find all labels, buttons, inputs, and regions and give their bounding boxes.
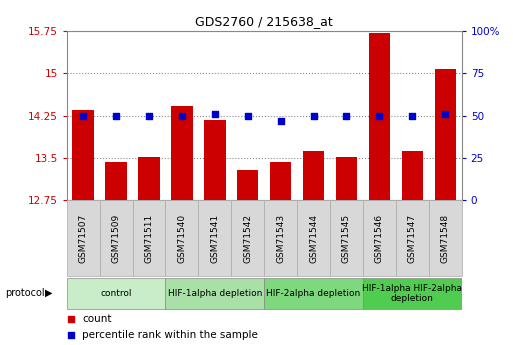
FancyBboxPatch shape <box>330 200 363 276</box>
Text: GSM71545: GSM71545 <box>342 214 351 263</box>
FancyBboxPatch shape <box>264 200 297 276</box>
Title: GDS2760 / 215638_at: GDS2760 / 215638_at <box>195 16 333 29</box>
FancyBboxPatch shape <box>363 278 462 309</box>
Text: count: count <box>83 314 112 324</box>
FancyBboxPatch shape <box>165 278 264 309</box>
Bar <box>171 106 192 200</box>
Text: GSM71511: GSM71511 <box>145 214 153 263</box>
Text: GSM71541: GSM71541 <box>210 214 220 263</box>
Point <box>244 113 252 118</box>
Text: GSM71543: GSM71543 <box>276 214 285 263</box>
FancyBboxPatch shape <box>165 200 199 276</box>
Bar <box>105 162 127 200</box>
Text: control: control <box>101 289 132 298</box>
Bar <box>270 162 291 200</box>
FancyBboxPatch shape <box>429 200 462 276</box>
Point <box>67 316 75 322</box>
Point <box>178 113 186 118</box>
Point <box>211 111 219 117</box>
Point <box>67 332 75 337</box>
Text: GSM71540: GSM71540 <box>177 214 186 263</box>
Bar <box>139 157 160 200</box>
Point <box>112 113 120 118</box>
Text: HIF-1alpha depletion: HIF-1alpha depletion <box>168 289 262 298</box>
FancyBboxPatch shape <box>297 200 330 276</box>
FancyBboxPatch shape <box>199 200 231 276</box>
Point <box>277 118 285 124</box>
Bar <box>303 151 324 200</box>
Text: percentile rank within the sample: percentile rank within the sample <box>83 330 259 340</box>
FancyBboxPatch shape <box>231 200 264 276</box>
Bar <box>72 110 94 200</box>
Text: GSM71544: GSM71544 <box>309 214 318 263</box>
Text: GSM71546: GSM71546 <box>375 214 384 263</box>
FancyBboxPatch shape <box>363 200 396 276</box>
FancyBboxPatch shape <box>100 200 132 276</box>
Text: HIF-1alpha HIF-2alpha
depletion: HIF-1alpha HIF-2alpha depletion <box>362 284 462 303</box>
FancyBboxPatch shape <box>396 200 429 276</box>
Text: GSM71509: GSM71509 <box>111 214 121 263</box>
Point <box>145 113 153 118</box>
Point <box>79 113 87 118</box>
FancyBboxPatch shape <box>67 200 100 276</box>
Bar <box>369 33 390 200</box>
Point <box>441 111 449 117</box>
Point <box>408 113 417 118</box>
Text: GSM71542: GSM71542 <box>243 214 252 263</box>
Text: ▶: ▶ <box>45 288 52 298</box>
Text: GSM71548: GSM71548 <box>441 214 450 263</box>
Text: GSM71547: GSM71547 <box>408 214 417 263</box>
Text: GSM71507: GSM71507 <box>78 214 88 263</box>
Point <box>309 113 318 118</box>
Bar <box>336 157 357 200</box>
Bar <box>435 69 456 200</box>
Point <box>342 113 350 118</box>
Text: HIF-2alpha depletion: HIF-2alpha depletion <box>266 289 361 298</box>
FancyBboxPatch shape <box>132 200 165 276</box>
Bar <box>402 151 423 200</box>
Point <box>376 113 384 118</box>
FancyBboxPatch shape <box>67 278 165 309</box>
Bar <box>204 119 226 200</box>
Bar <box>237 170 259 200</box>
FancyBboxPatch shape <box>264 278 363 309</box>
Text: protocol: protocol <box>5 288 45 298</box>
